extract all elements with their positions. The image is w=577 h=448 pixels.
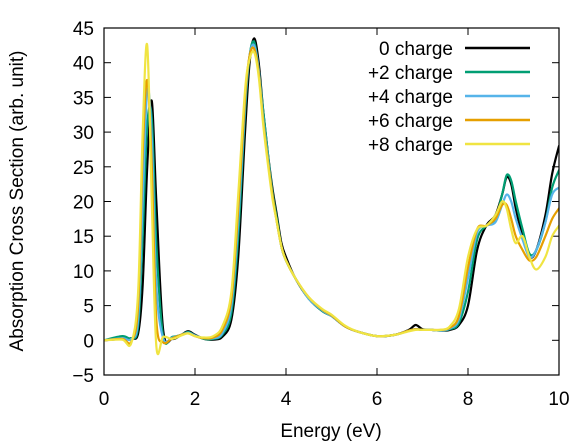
y-tick-label: 15 xyxy=(73,227,94,248)
series-line-0 xyxy=(104,37,559,344)
plot-frame xyxy=(103,27,560,376)
series-line-3 xyxy=(104,46,559,345)
x-tick-label: 8 xyxy=(463,389,474,410)
y-tick-label: 35 xyxy=(73,88,94,109)
x-axis-label: Energy (eV) xyxy=(280,421,381,442)
legend-label-4: +8 charge xyxy=(368,135,453,156)
y-tick-label: 45 xyxy=(73,19,94,40)
legend-label-2: +4 charge xyxy=(368,87,453,108)
series-line-1 xyxy=(104,40,559,345)
legend-label-0: 0 charge xyxy=(379,39,453,60)
x-tick-label: 6 xyxy=(372,389,383,410)
series-line-4 xyxy=(104,42,559,356)
axis-ticks xyxy=(103,27,560,376)
y-tick-label: 25 xyxy=(73,158,94,179)
y-tick-label: 40 xyxy=(73,54,94,75)
y-tick-label: 0 xyxy=(83,331,94,352)
legend-label-3: +6 charge xyxy=(368,111,453,132)
x-tick-label: 0 xyxy=(99,389,110,410)
y-axis-label: Absorption Cross Section (arb. unit) xyxy=(7,51,28,352)
x-tick-label: 4 xyxy=(281,389,292,410)
legend-label-1: +2 charge xyxy=(368,63,453,84)
x-tick-label: 10 xyxy=(548,389,569,410)
y-tick-label: 30 xyxy=(73,123,94,144)
x-tick-label: 2 xyxy=(190,389,201,410)
y-tick-label: 20 xyxy=(73,193,94,214)
series-line-2 xyxy=(104,43,559,344)
y-tick-label: 10 xyxy=(73,262,94,283)
legend: 0 charge +2 charge +4 charge +6 charge +8 ch… xyxy=(368,39,530,156)
y-tick-label: 5 xyxy=(83,297,94,318)
series-lines xyxy=(104,37,559,356)
y-tick-label: −5 xyxy=(72,366,94,387)
